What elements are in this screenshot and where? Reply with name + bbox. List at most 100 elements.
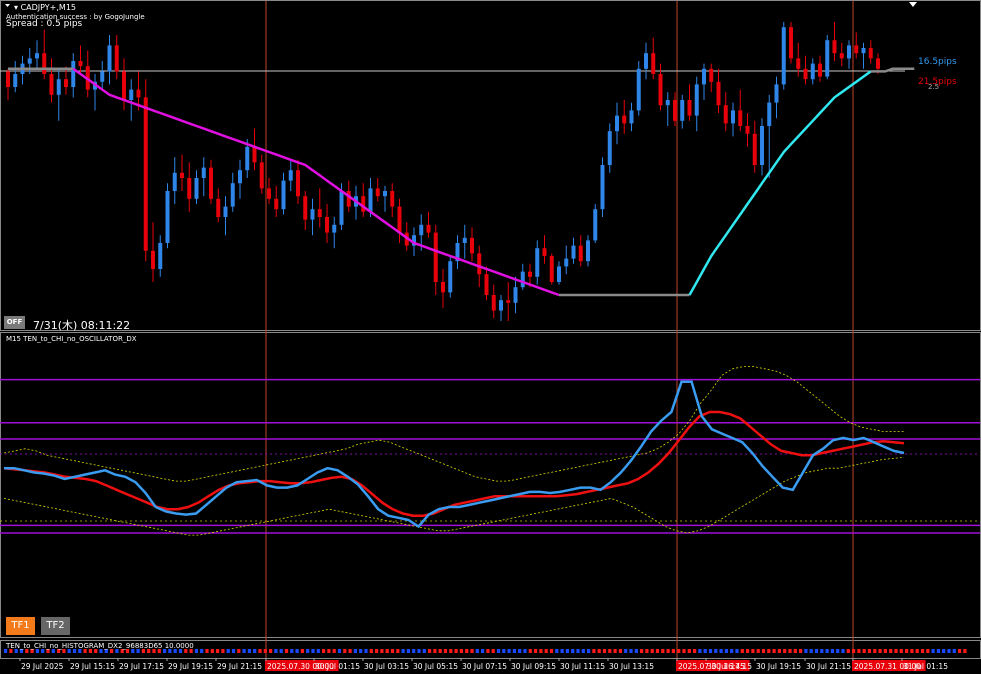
histogram-bar — [512, 649, 516, 653]
time-tick-label: 30 Jul 05:15 — [413, 662, 458, 671]
histogram-bar — [846, 649, 850, 653]
histogram-bar — [194, 649, 198, 653]
candle — [296, 170, 300, 197]
candle — [71, 61, 76, 87]
histogram-bar — [9, 649, 13, 653]
candle — [694, 84, 699, 116]
scroll-arrow-icon — [909, 2, 917, 7]
candle — [499, 300, 503, 311]
candle — [448, 261, 453, 293]
histogram-bar — [889, 649, 893, 653]
time-tick-label: 30 Jul 09:15 — [511, 662, 556, 671]
oscillator-title: M15 TEN_to_CHI_no_OSCILLATOR_DX — [6, 335, 137, 343]
candle — [607, 131, 612, 165]
histogram-bar — [67, 649, 71, 653]
candle — [433, 232, 438, 282]
histogram-bar — [253, 649, 257, 653]
histogram-bar — [147, 649, 151, 653]
histogram-bar — [412, 649, 416, 653]
histogram-bar — [57, 649, 61, 653]
tf1-button[interactable]: TF1 — [6, 617, 35, 635]
lower-band-line — [3, 457, 905, 536]
histogram-bar — [910, 649, 914, 653]
histogram-bar — [72, 649, 77, 653]
histogram-bar — [216, 649, 220, 653]
candle — [571, 245, 576, 259]
symbol-label: ▾ CADJPY+,M15 — [14, 3, 77, 12]
histogram-bar — [698, 649, 702, 653]
histogram-bar — [316, 649, 320, 653]
time-tick-label: 30 Jul 11:15 — [560, 662, 605, 671]
candle — [832, 40, 837, 54]
histogram-bar — [353, 649, 357, 653]
histogram-bar — [269, 649, 273, 653]
histogram-bar — [258, 649, 262, 653]
candle — [180, 172, 184, 178]
histogram-bar — [618, 649, 622, 653]
histogram-bar — [761, 649, 766, 653]
candle — [129, 89, 134, 100]
candle — [789, 27, 793, 59]
candle — [680, 100, 685, 121]
candle — [107, 45, 112, 72]
histogram-bar — [645, 649, 649, 653]
histogram-bar — [46, 649, 50, 653]
upper-band-line — [3, 366, 904, 482]
histogram-bar — [337, 649, 342, 653]
histogram-bar — [523, 649, 527, 653]
histogram-bar — [592, 649, 596, 653]
histogram-bar — [19, 649, 24, 653]
tf2-button[interactable]: TF2 — [41, 617, 70, 635]
candle — [267, 188, 271, 199]
histogram-bar — [931, 649, 935, 653]
histogram-bar — [369, 649, 373, 653]
histogram-bar — [836, 649, 840, 653]
time-tick-label: 2025.07.31 00:00 — [854, 662, 921, 671]
candle — [6, 71, 10, 87]
histogram-bar — [141, 649, 145, 653]
oscillator-panel-frame — [0, 332, 981, 638]
candle — [201, 167, 206, 178]
time-tick-label: 30 Jul 13:15 — [609, 662, 654, 671]
histogram-bar — [878, 649, 882, 653]
histogram-bar — [793, 649, 797, 653]
histogram-bar — [756, 649, 760, 653]
histogram-bar — [332, 649, 336, 653]
off-button[interactable]: OFF — [4, 316, 25, 329]
histogram-bar — [454, 649, 458, 653]
histogram-bar — [385, 649, 389, 653]
candle — [593, 209, 598, 241]
histogram-bar — [857, 649, 861, 653]
histogram-bar — [322, 649, 326, 653]
histogram-bar — [375, 649, 379, 653]
histogram-bar — [300, 649, 304, 653]
histogram-bar — [799, 649, 803, 653]
candle — [216, 198, 221, 217]
histogram-bar — [650, 649, 654, 653]
histogram-bar — [629, 649, 633, 653]
candle — [564, 258, 569, 267]
candle — [774, 84, 779, 103]
histogram-bar — [560, 649, 564, 653]
histogram-bar — [873, 649, 877, 653]
histogram-bar — [470, 649, 474, 653]
candle — [375, 188, 380, 197]
candle — [78, 61, 83, 67]
histogram-bar — [200, 649, 204, 653]
histogram-bar — [41, 649, 45, 653]
histogram-bar — [406, 649, 410, 653]
histogram-bar — [78, 649, 82, 653]
candle — [658, 74, 663, 106]
candle — [470, 237, 474, 254]
histogram-bar — [396, 649, 400, 653]
histogram-bar — [528, 649, 532, 653]
candle — [397, 206, 402, 233]
candle — [839, 53, 844, 59]
candle — [412, 235, 416, 246]
histogram-bar — [401, 649, 405, 653]
histogram-bar — [178, 649, 183, 653]
histogram-bar — [549, 649, 554, 653]
histogram-bar — [189, 649, 193, 653]
time-label-highlight — [676, 660, 750, 671]
